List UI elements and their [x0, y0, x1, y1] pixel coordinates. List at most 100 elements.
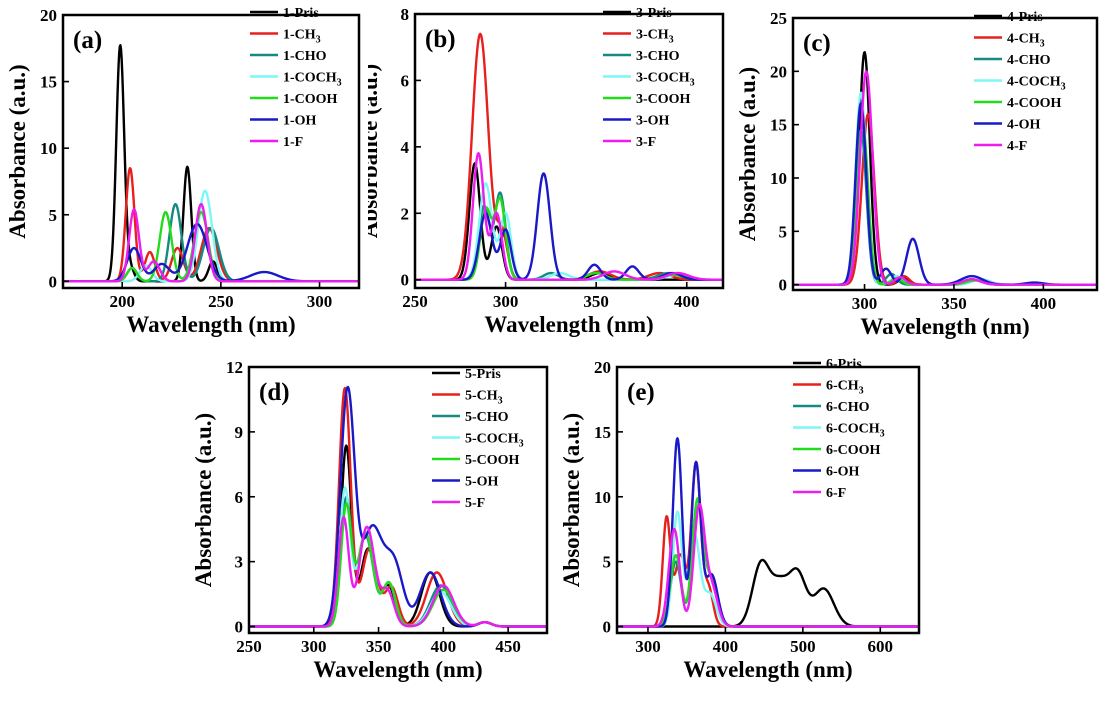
y-tick-label: 25 — [770, 9, 787, 28]
x-tick-label: 250 — [236, 637, 262, 656]
legend-entry-cooh: 5-COOH — [465, 453, 520, 468]
x-tick-label: 200 — [109, 292, 135, 311]
chart-panel-c: 300 350 400 0 5 10 15 20 25 Wavelength (nm) Absorb… — [736, 9, 1099, 339]
x-tick-label: 350 — [941, 294, 967, 313]
legend-entry-pris: 5-Pris — [465, 367, 501, 382]
legend-entry-f: 6-F — [826, 486, 846, 501]
legend-entry-coch3: 6-COCH3 — [826, 422, 885, 440]
legend-entry-ch3: 6-CH3 — [826, 379, 864, 397]
legend-entry-cho: 5-CHO — [465, 410, 509, 425]
legend-entry-oh: 1-OH — [283, 114, 317, 129]
y-tick-label: 15 — [770, 116, 787, 135]
y-tick-label: 15 — [40, 73, 57, 92]
y-axis-label: Absorbance (a.u.) — [368, 64, 382, 238]
legend-entry-coch3: 3-COCH3 — [636, 71, 695, 89]
y-tick-label: 10 — [40, 139, 57, 158]
legend-entry-ch3: 3-CH3 — [636, 28, 674, 46]
y-tick-label: 6 — [401, 71, 410, 90]
y-tick-label: 3 — [235, 553, 244, 572]
x-axis-label: Wavelength (nm) — [126, 312, 295, 337]
x-axis-label: Wavelength (nm) — [313, 657, 482, 682]
x-tick-label: 500 — [790, 637, 816, 656]
panel-label: (b) — [425, 26, 456, 53]
y-tick-label: 10 — [770, 169, 787, 188]
x-tick-label: 400 — [431, 637, 457, 656]
series-line-cho — [793, 128, 1097, 286]
legend-entry-f: 5-F — [465, 496, 485, 511]
y-axis-label: Absorbance (a.u.) — [736, 67, 760, 241]
series-line-oh — [617, 437, 919, 628]
series-line-coch3 — [793, 91, 1097, 286]
legend-entry-oh: 6-OH — [826, 465, 860, 480]
x-tick-label: 450 — [495, 637, 521, 656]
legend-entry-pris: 1-Pris — [283, 6, 319, 21]
plot-frame — [791, 16, 1099, 292]
x-tick-label: 600 — [868, 637, 894, 656]
x-tick-label: 300 — [307, 292, 333, 311]
y-tick-label: 6 — [235, 488, 244, 507]
y-tick-label: 9 — [235, 423, 244, 442]
y-tick-label: 0 — [401, 271, 410, 290]
x-tick-label: 300 — [301, 637, 327, 656]
legend-entry-cooh: 6-COOH — [826, 443, 881, 458]
y-tick-label: 0 — [235, 618, 244, 637]
y-tick-label: 20 — [770, 62, 787, 81]
y-tick-label: 5 — [49, 206, 58, 225]
chart-panel-e: 300 400 500 600 0 5 10 15 20 Wavelength (nm) Absor… — [559, 357, 921, 682]
y-axis-label: Absorbance (a.u.) — [5, 64, 30, 238]
legend-entry-pris: 4-Pris — [1007, 10, 1043, 25]
y-tick-label: 20 — [40, 6, 57, 25]
legend: 1-Pris 1-CH3 1-CHO 1-COCH3 1-COOH 1-OH 1-F — [250, 6, 342, 150]
legend-entry-ch3: 1-CH3 — [283, 28, 321, 46]
series-line-cooh — [793, 123, 1097, 286]
x-tick-label: 400 — [1031, 294, 1057, 313]
x-tick-label: 350 — [583, 292, 609, 311]
y-tick-label: 2 — [401, 204, 410, 223]
chart-panel-d: 250 300 350 400 450 0 3 6 9 12 Wavelength (nm) Abso… — [191, 358, 549, 682]
x-tick-label: 250 — [402, 292, 428, 311]
chart-panel-b: 250 300 350 400 0 2 4 6 8 Wavelength (nm) Absorban… — [368, 5, 725, 337]
legend: 3-Pris 3-CH3 3-CHO 3-COCH3 3-COOH 3-OH 3-F — [603, 6, 695, 150]
legend-entry-cooh: 1-COOH — [283, 92, 338, 107]
y-axis-label: Absorbance (a.u.) — [559, 413, 584, 587]
y-tick-label: 4 — [401, 138, 410, 157]
y-tick-label: 0 — [603, 618, 612, 637]
panel-label: (d) — [259, 379, 290, 406]
chart-panel-a: 200 250 300 0 5 10 15 20 Wavelength (nm) Absorban… — [5, 6, 361, 337]
legend-entry-coch3: 1-COCH3 — [283, 71, 342, 89]
x-tick-label: 400 — [674, 292, 700, 311]
y-tick-label: 15 — [594, 423, 611, 442]
x-tick-label: 400 — [713, 637, 739, 656]
series-line-ch3 — [617, 460, 919, 628]
panel-label: (c) — [803, 30, 831, 57]
legend-entry-ch3: 5-CH3 — [465, 389, 503, 407]
panel-label: (e) — [627, 379, 655, 406]
legend-entry-cho: 6-CHO — [826, 400, 870, 415]
legend-entry-ch3: 4-CH3 — [1007, 32, 1045, 50]
x-tick-label: 250 — [208, 292, 234, 311]
y-tick-label: 12 — [226, 358, 243, 377]
x-axis-label: Wavelength (nm) — [860, 314, 1029, 339]
curves — [249, 385, 547, 628]
legend-entry-cho: 3-CHO — [636, 49, 680, 64]
x-tick-label: 300 — [493, 292, 519, 311]
series-line-oh — [793, 102, 1097, 286]
legend-entry-pris: 6-Pris — [826, 357, 862, 372]
y-tick-label: 8 — [401, 5, 410, 24]
curves — [63, 44, 359, 283]
series-line-ch3 — [793, 112, 1097, 286]
y-tick-label: 20 — [594, 358, 611, 377]
curves — [617, 437, 919, 628]
legend-entry-f: 1-F — [283, 135, 303, 150]
y-tick-label: 0 — [779, 276, 788, 295]
legend-entry-f: 3-F — [636, 135, 656, 150]
plot-frame — [615, 365, 921, 635]
series-line-f — [415, 152, 723, 281]
curves — [415, 32, 723, 281]
panel-label: (a) — [73, 27, 102, 54]
y-tick-label: 0 — [49, 272, 58, 291]
x-axis-label: Wavelength (nm) — [484, 312, 653, 337]
series-line-f — [793, 70, 1097, 286]
x-tick-label: 350 — [366, 637, 392, 656]
legend-entry-pris: 3-Pris — [636, 6, 672, 21]
